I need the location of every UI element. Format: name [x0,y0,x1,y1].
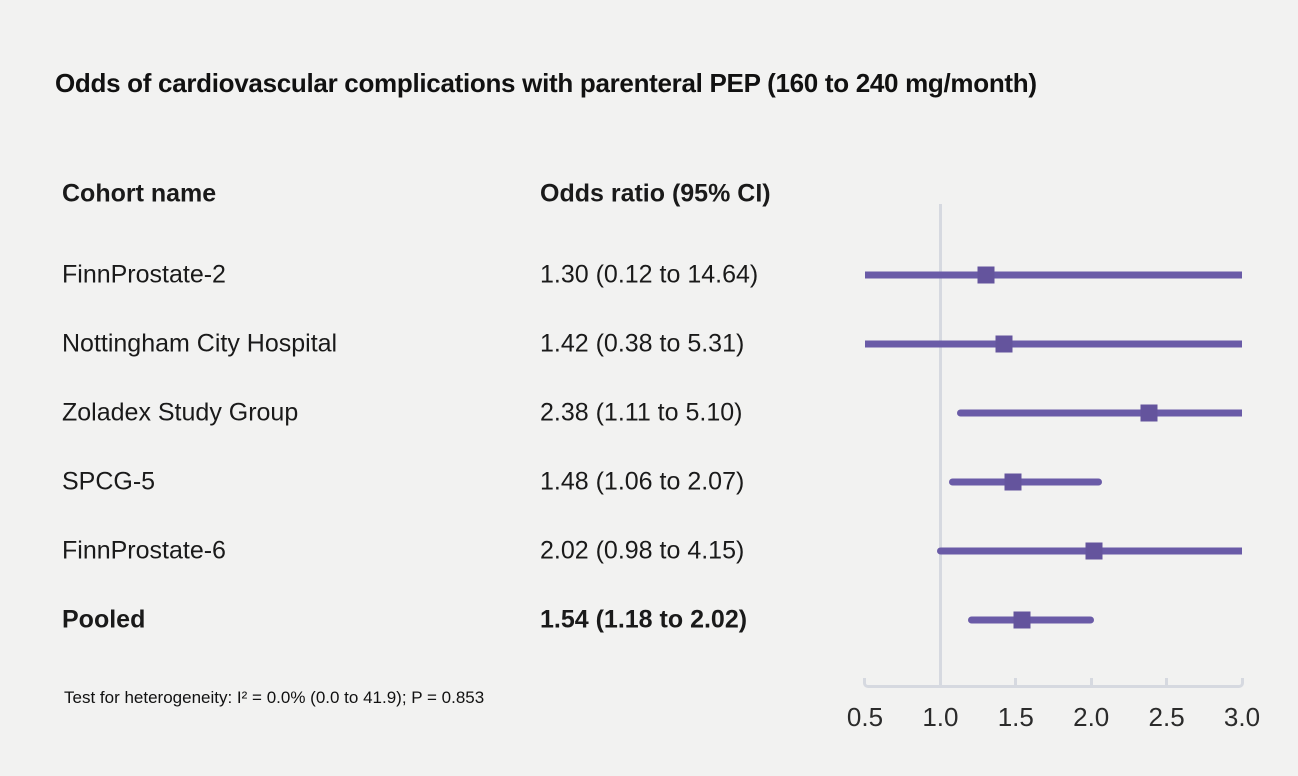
axis-tick-label: 3.0 [1223,702,1261,732]
cohort-name: FinnProstate-6 [62,536,226,565]
odds-ratio-marker [977,266,995,284]
cohort-name: Zoladex Study Group [62,398,299,427]
odds-ratio-value: 1.54 (1.18 to 2.02) [540,605,748,634]
cohort-name: SPCG-5 [62,467,156,496]
odds-ratio-marker [995,335,1013,353]
x-axis [863,678,1244,688]
odds-ratio-marker [1013,611,1031,629]
reference-line [938,204,942,688]
cohort-name: Pooled [62,605,146,634]
odds-ratio-value: 1.42 (0.38 to 5.31) [540,329,745,358]
ci-line [956,409,1242,417]
odds-ratio-marker [1085,542,1103,560]
axis-tick [938,678,942,688]
cohort-name: Nottingham City Hospital [62,329,338,358]
axis-tick-label: 1.0 [922,702,959,732]
axis-tick-label: 1.5 [997,702,1034,732]
odds-ratio-value: 1.48 (1.06 to 2.07) [540,467,745,496]
odds-ratio-value: 1.30 (0.12 to 14.64) [540,260,759,289]
axis-tick [1014,678,1018,688]
column-header-odds-ratio: Odds ratio (95% CI) [540,179,771,208]
ci-line [865,271,1242,279]
axis-tick [1089,678,1093,688]
odds-ratio-value: 2.02 (0.98 to 4.15) [540,536,745,565]
ci-line [967,616,1095,624]
odds-ratio-marker [1140,404,1157,422]
ci-line [949,478,1102,486]
heterogeneity-note: Test for heterogeneity: I² = 0.0% (0.0 t… [64,688,485,707]
figure-title: Odds of cardiovascular complications wit… [55,68,1037,98]
odds-ratio-value: 2.38 (1.11 to 5.10) [540,398,743,427]
axis-tick [1165,678,1169,688]
odds-ratio-marker [1004,473,1022,491]
axis-tick-label: 0.5 [846,702,884,732]
cohort-name: FinnProstate-2 [62,260,226,289]
column-header-cohort: Cohort name [62,179,217,208]
axis-tick-label: 2.0 [1073,702,1110,732]
axis-tick-label: 2.5 [1148,702,1185,732]
ci-line [865,340,1242,348]
